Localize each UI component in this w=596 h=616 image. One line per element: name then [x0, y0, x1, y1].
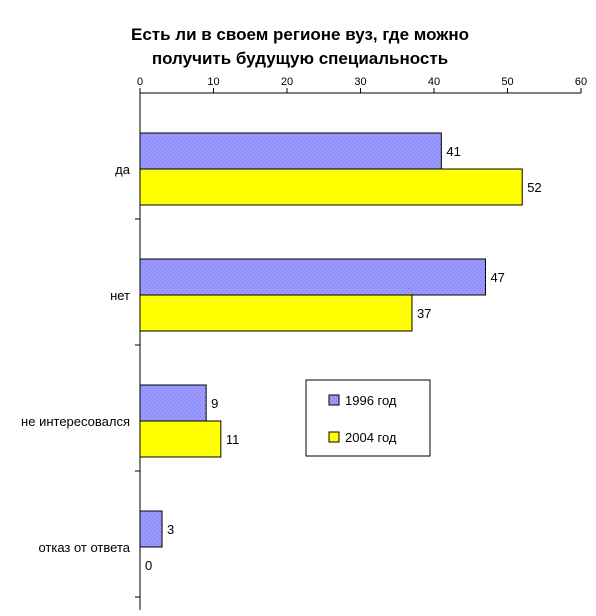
legend-swatch [328, 394, 340, 406]
data-label: 9 [211, 396, 218, 411]
bar-series-2 [139, 420, 222, 458]
x-tick-label: 60 [575, 76, 587, 88]
bar-series-2 [139, 168, 523, 206]
data-label: 3 [167, 522, 174, 537]
data-label: 0 [145, 558, 152, 573]
category-label: не интересовался [21, 414, 130, 429]
bar-series-1 [139, 132, 442, 170]
x-tick-label: 20 [281, 76, 293, 88]
chart-title-line-2: получить будущую специальность [152, 49, 448, 68]
data-label: 41 [446, 144, 460, 159]
x-tick-label: 10 [207, 76, 219, 88]
legend-box [305, 379, 431, 457]
legend-swatch [328, 431, 340, 443]
chart-title-line-1: Есть ли в своем регионе вуз, где можно [131, 25, 469, 44]
bar-series-1 [139, 510, 163, 548]
bar-series-1 [139, 258, 486, 296]
bar-series-1 [139, 384, 207, 422]
legend-label: 2004 год [345, 430, 397, 445]
x-tick-label: 50 [501, 76, 513, 88]
data-label: 52 [527, 180, 541, 195]
x-tick-label: 40 [428, 76, 440, 88]
x-tick-label: 0 [137, 76, 143, 88]
data-label: 47 [490, 270, 504, 285]
data-label: 11 [226, 432, 240, 447]
legend-label: 1996 год [345, 393, 397, 408]
x-tick-label: 30 [354, 76, 366, 88]
data-label: 37 [417, 306, 431, 321]
bar-series-2 [139, 294, 413, 332]
category-label: нет [110, 288, 130, 303]
category-label: да [115, 162, 131, 177]
category-label: отказ от ответа [38, 540, 130, 555]
